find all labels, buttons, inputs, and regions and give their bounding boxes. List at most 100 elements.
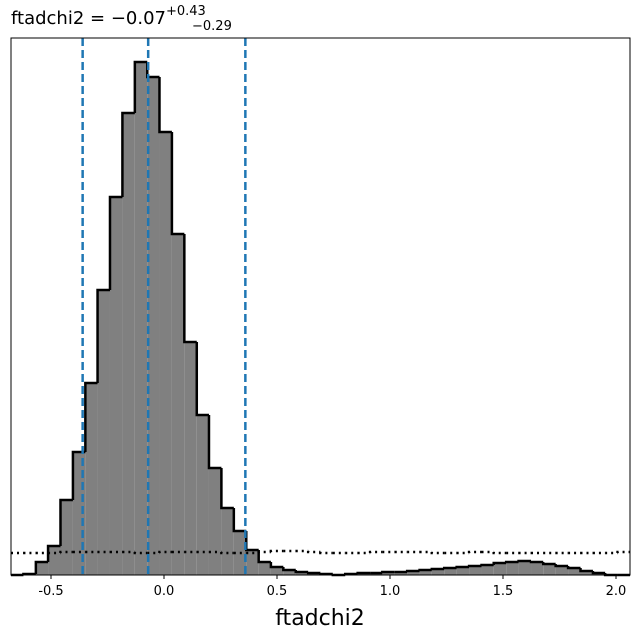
reference-step xyxy=(430,551,445,555)
bar-outline xyxy=(71,450,86,500)
bar-outline xyxy=(492,561,507,565)
plot-frame xyxy=(10,37,631,576)
bar-outline xyxy=(133,60,148,113)
bar-outline xyxy=(245,531,259,552)
bar-outline xyxy=(195,342,209,417)
bar xyxy=(147,77,160,575)
bar xyxy=(543,564,556,575)
bar xyxy=(246,550,259,575)
bar-outline xyxy=(541,562,556,566)
bar-outline xyxy=(554,564,569,568)
bar xyxy=(283,570,296,575)
bar xyxy=(518,561,532,575)
reference-step xyxy=(467,550,482,554)
bar xyxy=(568,568,581,575)
reference-step xyxy=(306,550,321,554)
bar-outline xyxy=(306,571,321,575)
bar-outline xyxy=(207,415,222,470)
bar xyxy=(295,572,309,575)
bar-outline xyxy=(46,544,61,562)
bar xyxy=(270,567,284,575)
x-axis-label: ftadchi2 xyxy=(275,606,365,631)
bar-outline xyxy=(220,468,234,510)
x-tick-label: 2.0 xyxy=(606,584,627,599)
x-tick-label: 0.0 xyxy=(154,584,175,599)
bar-outline xyxy=(34,560,49,574)
bar xyxy=(580,571,593,575)
bar xyxy=(196,415,209,575)
title-sub: −0.29 xyxy=(192,19,232,34)
bar xyxy=(109,197,123,575)
bar xyxy=(35,562,49,575)
reference-step xyxy=(319,551,333,555)
reference-step xyxy=(133,551,148,555)
bar xyxy=(444,568,457,575)
bar-outline xyxy=(418,568,432,572)
bar-outline xyxy=(579,568,593,573)
bar xyxy=(382,572,395,575)
chart-title: ftadchi2 = −0.07+0.43 −0.29 xyxy=(11,4,232,34)
bar-outline xyxy=(405,569,420,573)
bar xyxy=(97,290,110,575)
reference-step xyxy=(269,549,284,553)
x-tick-label: 1.0 xyxy=(380,584,401,599)
reference-step xyxy=(59,550,73,554)
bar xyxy=(407,571,420,575)
bar-outline xyxy=(59,498,73,546)
bar-outline xyxy=(529,560,544,564)
bar-outline xyxy=(158,77,172,134)
bar xyxy=(48,546,61,575)
bar-outline xyxy=(282,567,296,572)
reference-step xyxy=(616,550,630,554)
x-tick-label: 1.5 xyxy=(493,584,514,599)
bar xyxy=(258,562,271,575)
bar xyxy=(394,572,408,575)
bar xyxy=(122,113,135,575)
title-sup: +0.43 xyxy=(166,4,206,19)
bar-outline xyxy=(467,564,482,568)
bar-outline xyxy=(232,508,247,533)
bar xyxy=(456,567,470,575)
bar xyxy=(469,566,482,575)
bar xyxy=(431,569,445,575)
bar-outline xyxy=(108,195,123,290)
bar-outline xyxy=(170,132,185,236)
bar-outline xyxy=(504,560,519,564)
bar-outline xyxy=(566,566,581,570)
bar-outline xyxy=(381,570,395,574)
bar-outline xyxy=(96,288,110,383)
reference-step xyxy=(158,550,172,554)
bar xyxy=(506,562,519,575)
reference-step xyxy=(492,551,507,555)
bar-outline xyxy=(84,381,98,452)
bar xyxy=(159,132,172,575)
bar-outline xyxy=(430,567,445,571)
x-tick-label: 0.5 xyxy=(267,584,288,599)
bar-outline xyxy=(455,565,470,569)
bar xyxy=(493,563,507,575)
bar xyxy=(419,570,432,575)
bar-outline xyxy=(356,571,371,575)
bar-outline xyxy=(319,572,333,576)
bar-outline xyxy=(121,111,135,197)
bar xyxy=(555,566,569,575)
reference-step xyxy=(368,550,383,554)
bar xyxy=(60,500,73,575)
bar xyxy=(85,383,98,575)
bar xyxy=(481,565,494,575)
reference-step xyxy=(220,551,234,555)
bar-outline xyxy=(294,570,309,574)
reference-step xyxy=(257,550,271,554)
title-main: ftadchi2 = −0.07 xyxy=(11,8,166,29)
bar xyxy=(531,562,544,575)
x-tick-label: -0.5 xyxy=(38,584,63,599)
bar-outline xyxy=(591,571,606,575)
bar xyxy=(134,62,148,575)
bar xyxy=(184,342,197,575)
bar-outline xyxy=(442,566,457,570)
bar xyxy=(208,468,222,575)
bar-outline xyxy=(269,562,284,569)
bar-outline xyxy=(480,563,494,567)
bar-outline xyxy=(183,234,197,344)
